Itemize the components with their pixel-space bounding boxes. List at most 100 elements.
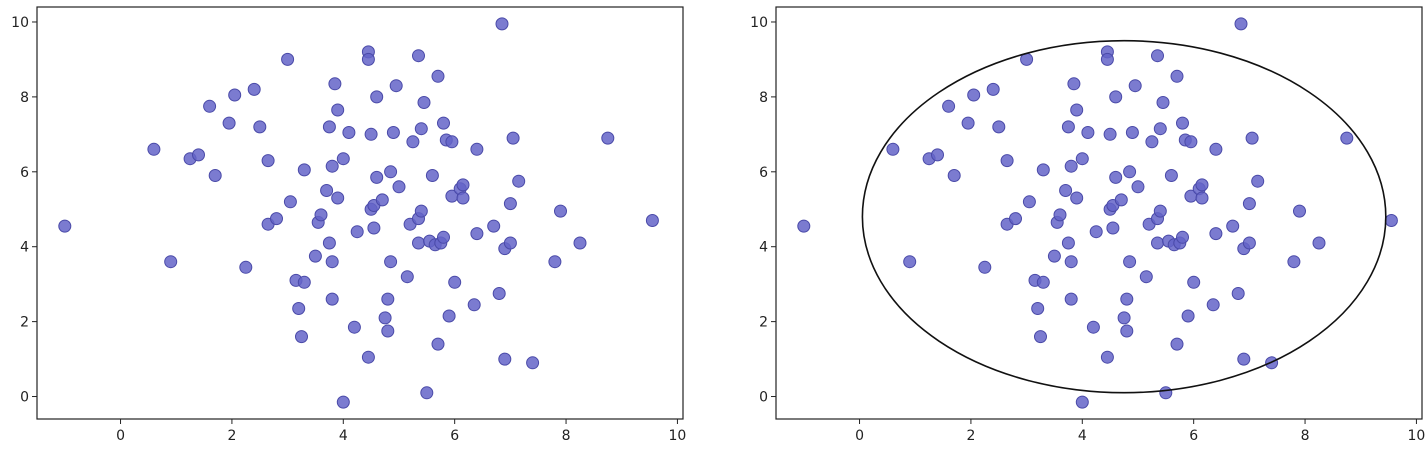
data-point xyxy=(1153,122,1167,136)
data-point xyxy=(253,120,267,134)
data-point xyxy=(203,99,217,113)
data-point xyxy=(412,49,425,63)
data-point xyxy=(1145,135,1159,149)
data-point xyxy=(261,154,275,168)
data-point xyxy=(331,103,345,117)
data-point xyxy=(378,311,392,325)
data-point xyxy=(1089,225,1103,239)
data-point xyxy=(1231,287,1245,300)
data-point xyxy=(1384,214,1398,227)
data-point xyxy=(512,174,526,188)
data-point xyxy=(381,324,395,338)
data-point xyxy=(1022,195,1036,209)
data-point xyxy=(448,275,462,289)
data-point xyxy=(208,169,222,182)
data-point xyxy=(1170,337,1184,351)
data-point xyxy=(364,127,378,141)
data-point xyxy=(645,214,659,227)
x-tick-label: 10 xyxy=(1408,428,1425,444)
axes-frame xyxy=(775,6,1423,420)
data-point xyxy=(1251,174,1265,188)
x-tick-label: 2 xyxy=(966,428,975,444)
data-point xyxy=(470,227,484,241)
data-point xyxy=(797,219,811,233)
data-point xyxy=(1153,204,1167,218)
data-point xyxy=(386,126,400,139)
data-point xyxy=(1181,309,1195,323)
data-point xyxy=(297,275,311,289)
data-point xyxy=(325,255,339,269)
data-point xyxy=(1237,352,1251,366)
data-point xyxy=(370,170,384,184)
data-point xyxy=(437,230,450,244)
data-point xyxy=(1064,159,1078,173)
data-point xyxy=(1242,236,1256,250)
data-point xyxy=(573,236,587,250)
data-point xyxy=(1064,255,1078,269)
data-point xyxy=(442,309,456,323)
data-point xyxy=(314,208,328,222)
data-point xyxy=(1128,79,1142,93)
data-point xyxy=(1226,219,1240,233)
data-point xyxy=(456,191,470,205)
data-point xyxy=(886,142,900,156)
data-point xyxy=(1120,324,1134,338)
data-point xyxy=(1151,236,1164,250)
data-point xyxy=(942,99,956,113)
data-point xyxy=(1103,127,1117,141)
data-point xyxy=(1293,204,1306,218)
data-point xyxy=(986,82,1000,96)
data-point xyxy=(1156,96,1170,109)
data-point xyxy=(239,260,253,274)
y-tick-label: 2 xyxy=(20,315,29,331)
data-point xyxy=(320,184,334,197)
data-point xyxy=(58,219,72,233)
data-point xyxy=(498,352,512,366)
data-point xyxy=(1109,170,1123,184)
data-point xyxy=(1061,120,1075,134)
data-point xyxy=(1106,221,1120,235)
data-point xyxy=(222,116,236,130)
data-point xyxy=(495,17,509,31)
data-point xyxy=(1081,126,1095,139)
data-point xyxy=(322,236,336,250)
data-point xyxy=(1170,69,1184,83)
data-point xyxy=(392,180,406,194)
y-tick-label: 10 xyxy=(11,15,29,31)
data-point xyxy=(431,337,445,351)
data-point xyxy=(1047,249,1061,263)
y-tick-label: 4 xyxy=(20,240,29,256)
data-point xyxy=(1139,270,1153,284)
data-point xyxy=(548,255,562,269)
data-point xyxy=(503,197,517,211)
data-point xyxy=(1067,77,1081,91)
data-point xyxy=(297,163,311,177)
data-point xyxy=(445,135,459,149)
data-point xyxy=(1340,131,1354,145)
data-point xyxy=(1075,395,1089,409)
scatter-panel-left: 0 2 4 6 8 10 0 2 4 6 8 10 xyxy=(11,6,686,444)
data-point xyxy=(414,122,428,136)
data-point xyxy=(425,169,439,182)
x-tick-label: 0 xyxy=(116,428,125,444)
data-point xyxy=(931,148,944,162)
data-point xyxy=(325,159,339,173)
data-point xyxy=(456,178,470,192)
data-point xyxy=(400,270,414,284)
data-point xyxy=(375,193,389,207)
axes-frame xyxy=(36,6,684,420)
data-point xyxy=(903,255,917,269)
data-point xyxy=(1123,165,1137,179)
data-point xyxy=(961,116,975,130)
data-point xyxy=(295,330,308,344)
data-point xyxy=(1117,311,1131,325)
data-point xyxy=(1120,292,1134,306)
y-tick-label: 4 xyxy=(759,240,768,256)
data-point xyxy=(228,88,242,102)
data-point xyxy=(1242,197,1256,211)
data-point xyxy=(1184,135,1198,149)
data-point xyxy=(281,52,295,66)
data-point xyxy=(389,79,403,93)
data-point xyxy=(164,255,178,269)
